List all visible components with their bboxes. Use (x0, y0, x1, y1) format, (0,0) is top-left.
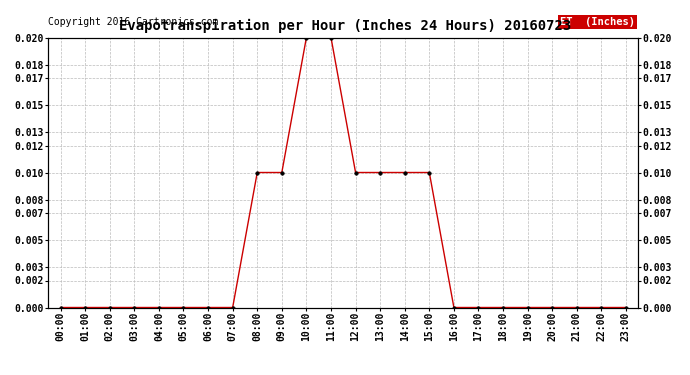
Text: Evapotranspiration per Hour (Inches 24 Hours) 20160723: Evapotranspiration per Hour (Inches 24 H… (119, 19, 571, 33)
Text: Copyright 2016 Cartronics.com: Copyright 2016 Cartronics.com (48, 17, 219, 27)
Text: ET  (Inches): ET (Inches) (560, 17, 635, 27)
